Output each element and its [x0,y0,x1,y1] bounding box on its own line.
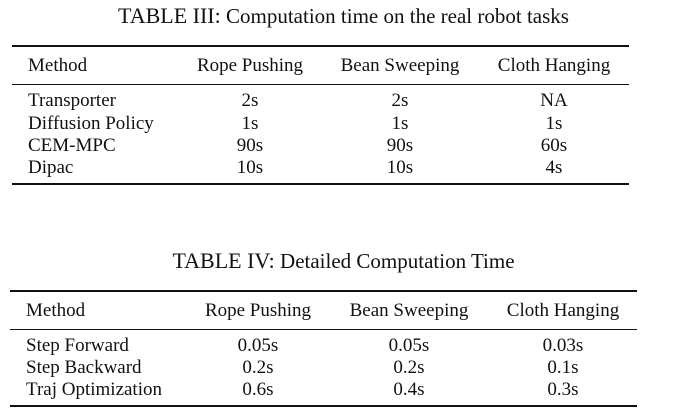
table-3-method-cell: Transporter [28,90,116,111]
table-3-value-cell: 90s [386,135,414,156]
table-3-header-bean: Bean Sweeping [340,55,460,76]
table-3-top-rule [12,45,629,47]
table-3-value-cell: 90s [236,135,264,156]
table-3-value-cell: 1s [241,113,259,134]
table-4-caption: TABLE IV: Detailed Computation Time [0,248,687,274]
table-3-header-rope: Rope Pushing [196,55,304,76]
table-4-value-cell: 0.2s [242,357,274,378]
table-4-method-cell: Step Backward [26,357,142,378]
table-4-value-cell: 0.05s [388,335,430,356]
table-4-value-cell: 0.03s [542,335,584,356]
table-4-header-bean: Bean Sweeping [349,300,469,321]
table-4-value-cell: 0.4s [393,379,425,400]
table-3-header-cloth: Cloth Hanging [497,55,611,76]
table-3-bottom-rule [12,183,629,185]
table-4-label: TABLE IV: [172,248,275,273]
table-4-method-cell: Step Forward [26,335,129,356]
table-4-header-rope: Rope Pushing [204,300,312,321]
table-4-value-cell: 0.3s [547,379,579,400]
table-3-value-cell: 1s [391,113,409,134]
table-4-method-cell: Traj Optimization [26,379,162,400]
table-4-value-cell: 0.1s [547,357,579,378]
table-3-header-method: Method [28,55,88,76]
table-4-header-method: Method [26,300,86,321]
table-3-method-cell: CEM-MPC [28,135,116,156]
table-3-value-cell: NA [540,90,568,111]
table-4-bottom-rule [10,405,637,407]
table-4-value-cell: 0.05s [237,335,279,356]
table-3-value-cell: 10s [236,157,264,178]
table-4-mid-rule [10,329,637,330]
table-3-method-cell: Dipac [28,157,74,178]
table-3-value-cell: 60s [540,135,568,156]
table-4-title: Detailed Computation Time [280,249,515,273]
table-3-value-cell: 10s [386,157,414,178]
table-3-value-cell: 2s [391,90,409,111]
table-4-value-cell: 0.6s [242,379,274,400]
table-3-caption: TABLE III: Computation time on the real … [0,3,687,29]
table-3-mid-rule [12,84,629,85]
table-3-value-cell: 4s [545,157,563,178]
table-4-header-cloth: Cloth Hanging [506,300,620,321]
table-3-title: Computation time on the real robot tasks [226,4,569,28]
table-3-value-cell: 2s [241,90,259,111]
table-3-method-cell: Diffusion Policy [28,113,154,134]
table-4-value-cell: 0.2s [393,357,425,378]
table-4-top-rule [10,290,637,292]
table-3-value-cell: 1s [545,113,563,134]
table-3-label: TABLE III: [118,3,221,28]
